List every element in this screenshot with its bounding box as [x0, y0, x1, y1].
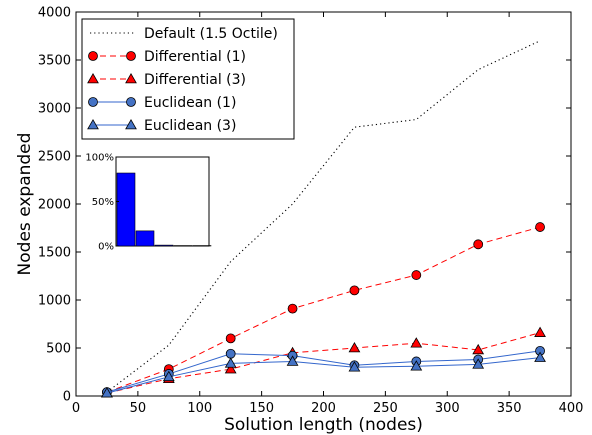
legend: Default (1.5 Octile) Differential (1) Diff…: [81, 18, 295, 140]
x-tick-label: 100: [187, 401, 212, 416]
legend-label: Differential (1): [144, 49, 246, 65]
data-point: [534, 326, 546, 337]
inset-tick-label: 100%: [85, 153, 114, 164]
data-point: [162, 370, 175, 382]
x-tick-label: 150: [249, 401, 274, 416]
legend-entry-3: Euclidean (1): [88, 95, 236, 111]
data-point: [410, 337, 423, 348]
inset-tick-label: 50%: [92, 197, 114, 208]
x-tick-label: 50: [130, 401, 147, 416]
data-point: [410, 360, 423, 371]
inset-bar-chart: 0% 50% 100%: [85, 153, 212, 253]
series-4: [101, 351, 546, 398]
legend-entry-4: Euclidean (3): [87, 118, 236, 134]
inset-tick-label: 0%: [98, 242, 114, 253]
legend-marker: [88, 97, 98, 107]
y-tick-label: 0: [63, 390, 71, 405]
legend-label: Euclidean (1): [144, 95, 236, 111]
legend-marker: [126, 97, 136, 107]
x-axis-title: Solution length (nodes): [224, 415, 423, 435]
data-point: [225, 333, 236, 344]
legend-marker: [87, 72, 99, 84]
x-tick-label: 200: [311, 401, 336, 416]
data-point: [411, 270, 422, 280]
inset-bars: [116, 172, 212, 247]
x-axis-ticks: 0 50 100 150 200 250 300 350 400: [72, 12, 584, 416]
series-0: [106, 40, 541, 393]
x-tick-label: 400: [559, 401, 584, 416]
data-point: [472, 343, 485, 355]
data-point: [534, 351, 546, 362]
inset-bar: [154, 244, 174, 247]
data-point: [101, 387, 113, 398]
data-point: [348, 341, 361, 353]
series-layer: [101, 40, 546, 398]
y-axis-ticks: 0 500 1000 1500 2000 2500 3000 3500 4000: [38, 6, 571, 405]
data-point: [472, 358, 485, 369]
inset-bar: [135, 230, 155, 247]
x-tick-label: 300: [435, 401, 460, 416]
data-point: [349, 285, 360, 296]
legend-label: Differential (3): [144, 72, 246, 88]
legend-entry-2: Differential (3): [87, 72, 246, 88]
x-tick-label: 250: [373, 401, 398, 416]
legend-label: Euclidean (3): [144, 118, 236, 134]
legend-entry-1: Differential (1): [88, 49, 246, 65]
data-point: [348, 361, 361, 372]
x-tick-label: 0: [72, 401, 80, 416]
data-point: [286, 355, 299, 366]
series-line: [106, 332, 541, 394]
legend-marker: [125, 118, 137, 130]
legend-marker: [88, 51, 98, 61]
y-tick-label: 2000: [38, 198, 71, 213]
legend-marker: [87, 118, 99, 130]
y-tick-label: 3500: [38, 54, 71, 69]
legend-frame: [81, 18, 295, 140]
inset-y-ticks: 0% 50% 100%: [85, 153, 119, 253]
data-point: [473, 239, 484, 250]
series-line: [106, 357, 541, 394]
data-point: [224, 363, 237, 374]
y-tick-label: 1500: [38, 246, 71, 261]
series-line: [106, 350, 541, 393]
y-tick-label: 1000: [38, 294, 71, 309]
series-line: [106, 40, 541, 393]
inset-bar: [116, 172, 136, 247]
legend-marker: [126, 51, 136, 61]
data-point: [287, 303, 298, 314]
y-tick-label: 3000: [38, 102, 71, 117]
legend-entry-0: Default (1.5 Octile): [90, 26, 278, 42]
y-tick-label: 2500: [38, 150, 71, 165]
legend-label: Default (1.5 Octile): [144, 26, 278, 42]
y-axis-title: Nodes expanded: [15, 133, 35, 276]
data-point: [225, 348, 236, 359]
y-tick-label: 4000: [38, 6, 71, 21]
data-point: [535, 222, 545, 232]
data-point: [224, 357, 237, 368]
legend-marker: [125, 72, 137, 84]
x-tick-label: 350: [497, 401, 522, 416]
y-tick-label: 500: [46, 342, 71, 357]
